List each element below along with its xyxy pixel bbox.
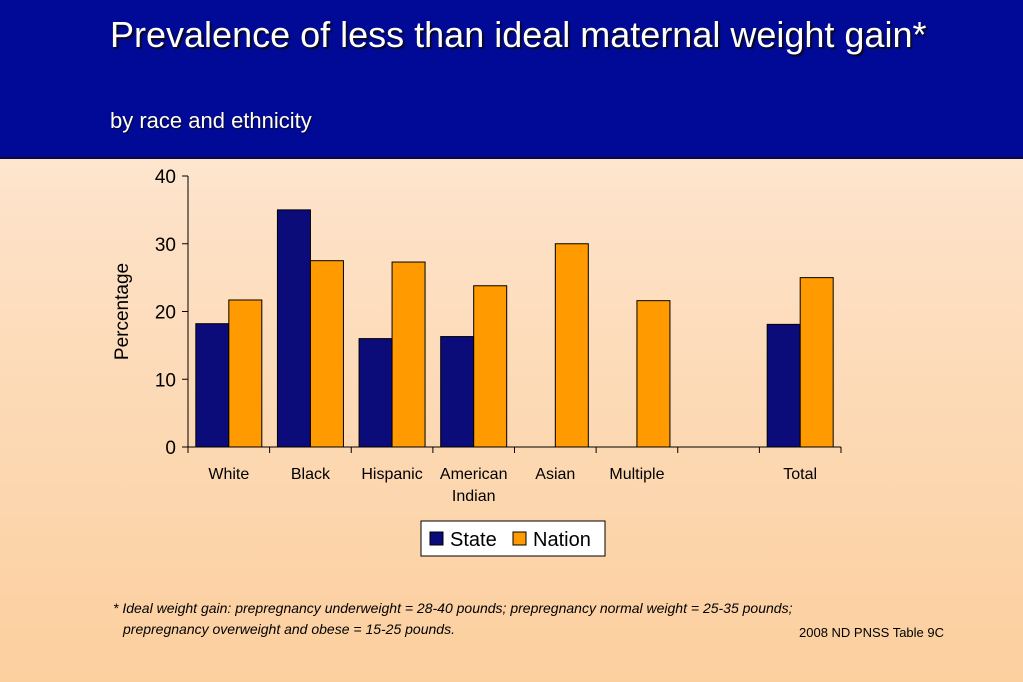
x-tick-label-3-0: American: [440, 466, 508, 483]
title-banner: Prevalence of less than ideal maternal w…: [0, 0, 1023, 159]
x-tick-label-2-0: Hispanic: [361, 466, 422, 483]
y-tick-label-10: 10: [155, 370, 176, 391]
y-tick-label-40: 40: [155, 167, 176, 188]
x-tick-label-4-0: Asian: [535, 466, 575, 483]
legend-label-nation: Nation: [533, 529, 591, 551]
y-axis-label: Percentage: [112, 263, 133, 360]
y-tick-label-30: 30: [155, 235, 176, 256]
bar-state-2: [358, 338, 393, 448]
legend-swatch-nation: [512, 531, 527, 546]
x-tick-label-0-0: White: [208, 466, 249, 483]
x-tick-label-7-0: Total: [783, 466, 817, 483]
y-tick-label-0: 0: [165, 438, 176, 459]
x-tick-label-3-1: Indian: [452, 488, 496, 505]
bar-chart: 0 10 20 30 40 White Black Hispanic American India…: [112, 167, 842, 557]
bar-state-7: [766, 323, 801, 448]
footnote-line-2: prepregnancy overweight and obese = 15-2…: [123, 621, 455, 637]
legend-label-state: State: [450, 529, 497, 551]
bar-nation-2: [391, 261, 426, 448]
bar-nation-3: [473, 285, 508, 448]
bar-nation-4: [554, 243, 589, 448]
source-note: 2008 ND PNSS Table 9C: [799, 625, 945, 640]
bar-state-3: [440, 336, 475, 448]
slide-subtitle: by race and ethnicity: [110, 108, 312, 133]
bar-state-1: [276, 209, 311, 448]
y-tick-label-20: 20: [155, 303, 176, 324]
bar-state-0: [195, 323, 230, 448]
bar-nation-0: [228, 299, 263, 448]
footnote: * Ideal weight gain: prepregnancy underw…: [113, 598, 873, 640]
slide-title: Prevalence of less than ideal maternal w…: [110, 14, 927, 55]
x-tick-label-5-0: Multiple: [609, 466, 664, 483]
footnote-line-1: * Ideal weight gain: prepregnancy underw…: [113, 600, 793, 616]
bar-nation-1: [309, 260, 344, 448]
x-tick-label-1-0: Black: [291, 466, 331, 483]
bar-nation-5: [636, 300, 671, 448]
legend-swatch-state: [429, 531, 444, 546]
bar-nation-7: [799, 277, 834, 448]
